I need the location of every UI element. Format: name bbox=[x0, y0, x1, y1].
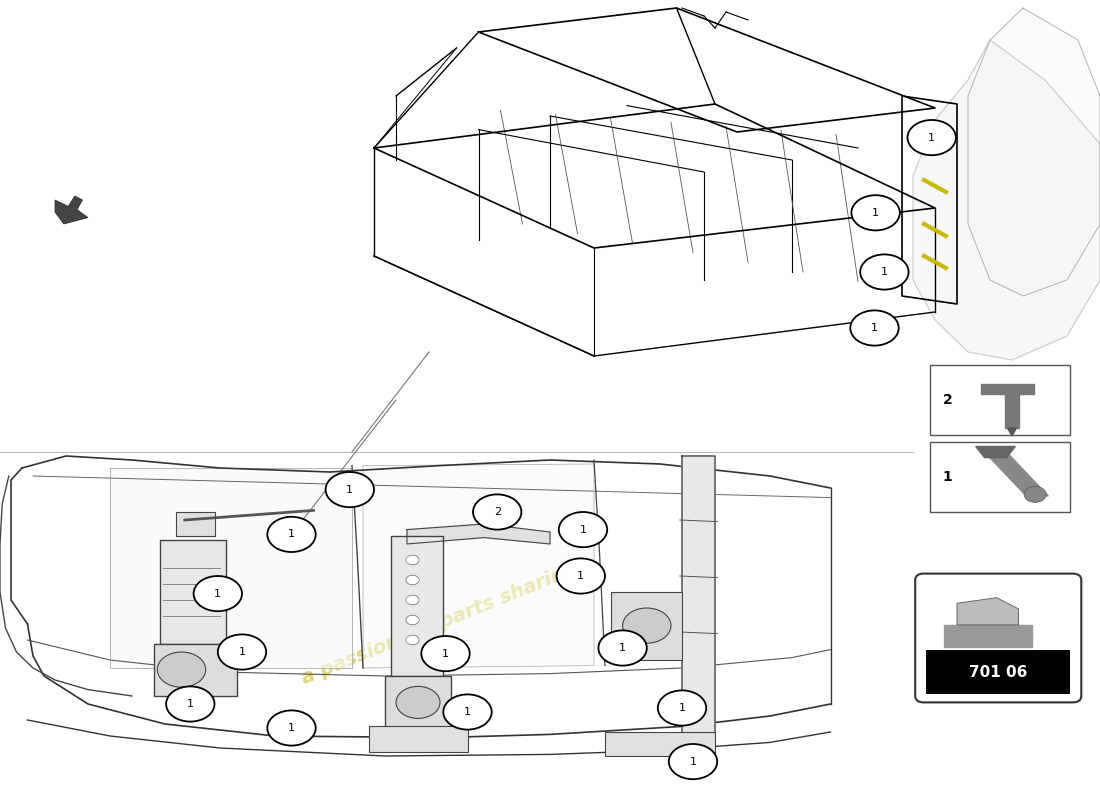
Text: 1: 1 bbox=[580, 525, 586, 534]
FancyBboxPatch shape bbox=[610, 592, 682, 660]
Circle shape bbox=[421, 636, 470, 671]
Circle shape bbox=[194, 576, 242, 611]
FancyBboxPatch shape bbox=[368, 726, 468, 752]
Text: 1: 1 bbox=[464, 707, 471, 717]
Text: 1: 1 bbox=[187, 699, 194, 709]
Circle shape bbox=[559, 512, 607, 547]
FancyBboxPatch shape bbox=[930, 365, 1070, 435]
Circle shape bbox=[406, 555, 419, 565]
Circle shape bbox=[406, 595, 419, 605]
Text: 1: 1 bbox=[619, 643, 626, 653]
Circle shape bbox=[443, 694, 492, 730]
FancyBboxPatch shape bbox=[385, 676, 451, 728]
Circle shape bbox=[326, 472, 374, 507]
Circle shape bbox=[851, 195, 900, 230]
Text: 1: 1 bbox=[679, 703, 685, 713]
Text: 1: 1 bbox=[288, 530, 295, 539]
Polygon shape bbox=[55, 196, 88, 224]
Text: 1: 1 bbox=[928, 133, 935, 142]
Text: 1: 1 bbox=[346, 485, 353, 494]
Text: 1: 1 bbox=[872, 208, 879, 218]
Circle shape bbox=[157, 652, 206, 687]
Polygon shape bbox=[1005, 394, 1019, 428]
FancyBboxPatch shape bbox=[926, 650, 1070, 694]
Circle shape bbox=[1024, 486, 1046, 502]
Text: 1: 1 bbox=[881, 267, 888, 277]
FancyBboxPatch shape bbox=[176, 512, 214, 536]
Circle shape bbox=[396, 686, 440, 718]
Circle shape bbox=[623, 608, 671, 643]
FancyBboxPatch shape bbox=[154, 644, 236, 696]
Circle shape bbox=[267, 517, 316, 552]
Polygon shape bbox=[944, 625, 1032, 647]
Circle shape bbox=[406, 635, 419, 645]
Circle shape bbox=[406, 575, 419, 585]
Circle shape bbox=[218, 634, 266, 670]
Circle shape bbox=[166, 686, 214, 722]
Circle shape bbox=[598, 630, 647, 666]
Polygon shape bbox=[363, 464, 594, 668]
Text: 1: 1 bbox=[442, 649, 449, 658]
Text: a passion for parts sharing: a passion for parts sharing bbox=[299, 560, 581, 688]
Circle shape bbox=[658, 690, 706, 726]
Circle shape bbox=[850, 310, 899, 346]
Polygon shape bbox=[981, 384, 1034, 394]
FancyBboxPatch shape bbox=[160, 540, 226, 644]
Circle shape bbox=[908, 120, 956, 155]
Polygon shape bbox=[682, 456, 715, 756]
Polygon shape bbox=[407, 524, 550, 544]
Text: 2: 2 bbox=[494, 507, 501, 517]
Circle shape bbox=[557, 558, 605, 594]
Text: 1: 1 bbox=[214, 589, 221, 598]
Polygon shape bbox=[957, 598, 1019, 625]
Circle shape bbox=[473, 494, 521, 530]
Polygon shape bbox=[984, 452, 1048, 496]
Circle shape bbox=[669, 744, 717, 779]
Circle shape bbox=[406, 615, 419, 625]
Polygon shape bbox=[968, 8, 1100, 296]
Text: 1: 1 bbox=[871, 323, 878, 333]
Text: 1: 1 bbox=[578, 571, 584, 581]
Circle shape bbox=[860, 254, 909, 290]
FancyBboxPatch shape bbox=[605, 732, 715, 756]
Circle shape bbox=[267, 710, 316, 746]
FancyBboxPatch shape bbox=[915, 574, 1081, 702]
Text: 1: 1 bbox=[288, 723, 295, 733]
Polygon shape bbox=[913, 40, 1100, 360]
Polygon shape bbox=[110, 468, 352, 668]
Text: 1: 1 bbox=[690, 757, 696, 766]
Polygon shape bbox=[976, 446, 1015, 458]
Text: 1: 1 bbox=[943, 470, 953, 484]
FancyBboxPatch shape bbox=[390, 536, 443, 676]
Text: 1: 1 bbox=[239, 647, 245, 657]
Polygon shape bbox=[1008, 428, 1016, 436]
Text: 701 06: 701 06 bbox=[969, 666, 1027, 680]
Text: 2: 2 bbox=[943, 393, 953, 407]
FancyBboxPatch shape bbox=[930, 442, 1070, 512]
